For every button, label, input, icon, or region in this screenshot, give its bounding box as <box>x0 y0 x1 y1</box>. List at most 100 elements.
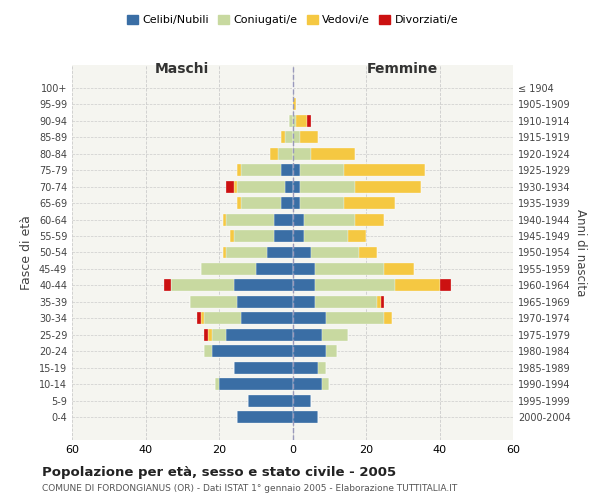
Bar <box>234 181 238 192</box>
Bar <box>293 181 300 192</box>
Bar <box>293 312 326 324</box>
Bar <box>293 329 322 340</box>
Bar <box>164 280 171 291</box>
Bar <box>304 214 355 226</box>
Bar <box>226 214 274 226</box>
Bar <box>204 329 208 340</box>
Bar <box>274 230 293 242</box>
Bar <box>200 263 256 275</box>
Bar <box>226 181 234 192</box>
Bar <box>208 329 212 340</box>
Bar <box>238 164 241 176</box>
Y-axis label: Anni di nascita: Anni di nascita <box>574 209 587 296</box>
Bar <box>281 132 285 143</box>
Bar <box>304 230 347 242</box>
Bar <box>241 197 281 209</box>
Bar <box>322 329 347 340</box>
Bar <box>314 296 377 308</box>
Bar <box>234 280 293 291</box>
Bar <box>293 378 322 390</box>
Bar <box>190 296 238 308</box>
Bar <box>226 246 267 258</box>
Bar <box>204 312 241 324</box>
Bar <box>293 296 314 308</box>
Bar <box>344 197 395 209</box>
Bar <box>219 378 293 390</box>
Bar <box>171 280 234 291</box>
Bar <box>314 280 395 291</box>
Bar <box>355 214 385 226</box>
Bar <box>238 296 293 308</box>
Bar <box>215 378 219 390</box>
Bar <box>281 164 293 176</box>
Text: Popolazione per età, sesso e stato civile - 2005: Popolazione per età, sesso e stato civil… <box>42 466 396 479</box>
Bar <box>326 346 337 357</box>
Bar <box>300 132 318 143</box>
Bar <box>300 164 344 176</box>
Bar <box>385 263 414 275</box>
Bar <box>314 263 385 275</box>
Legend: Celibi/Nubili, Coniugati/e, Vedovi/e, Divorziati/e: Celibi/Nubili, Coniugati/e, Vedovi/e, Di… <box>122 10 463 30</box>
Bar <box>271 148 278 160</box>
Bar <box>197 312 200 324</box>
Bar <box>238 197 241 209</box>
Bar <box>248 394 293 406</box>
Bar <box>278 148 293 160</box>
Bar <box>300 181 355 192</box>
Bar <box>439 280 451 291</box>
Bar <box>300 197 344 209</box>
Bar <box>293 246 311 258</box>
Bar <box>293 164 300 176</box>
Bar <box>322 378 329 390</box>
Bar <box>293 263 314 275</box>
Bar <box>212 329 226 340</box>
Bar <box>285 132 293 143</box>
Bar <box>281 197 293 209</box>
Bar <box>344 164 425 176</box>
Bar <box>293 411 318 423</box>
Bar <box>212 346 293 357</box>
Bar <box>293 197 300 209</box>
Bar <box>385 312 392 324</box>
Bar <box>204 346 212 357</box>
Bar <box>293 280 314 291</box>
Y-axis label: Fasce di età: Fasce di età <box>20 215 33 290</box>
Bar <box>223 214 226 226</box>
Bar <box>326 312 385 324</box>
Bar <box>377 296 381 308</box>
Bar <box>311 246 359 258</box>
Text: Maschi: Maschi <box>155 62 209 76</box>
Bar <box>293 214 304 226</box>
Bar <box>285 181 293 192</box>
Bar <box>226 329 293 340</box>
Bar <box>293 362 318 374</box>
Bar <box>359 246 377 258</box>
Bar <box>238 411 293 423</box>
Bar <box>274 214 293 226</box>
Text: Femmine: Femmine <box>367 62 439 76</box>
Bar <box>241 164 281 176</box>
Bar <box>293 346 326 357</box>
Bar <box>296 115 307 127</box>
Bar <box>256 263 293 275</box>
Bar <box>293 394 311 406</box>
Bar <box>307 115 311 127</box>
Bar <box>230 230 234 242</box>
Bar <box>293 230 304 242</box>
Bar <box>347 230 366 242</box>
Bar <box>355 181 421 192</box>
Bar <box>311 148 355 160</box>
Bar <box>241 312 293 324</box>
Bar <box>234 362 293 374</box>
Bar <box>395 280 439 291</box>
Bar <box>238 181 285 192</box>
Bar <box>293 132 300 143</box>
Bar <box>289 115 293 127</box>
Bar <box>318 362 326 374</box>
Bar <box>200 312 204 324</box>
Bar <box>293 115 296 127</box>
Bar <box>293 148 311 160</box>
Bar <box>267 246 293 258</box>
Bar <box>293 98 296 110</box>
Bar <box>234 230 274 242</box>
